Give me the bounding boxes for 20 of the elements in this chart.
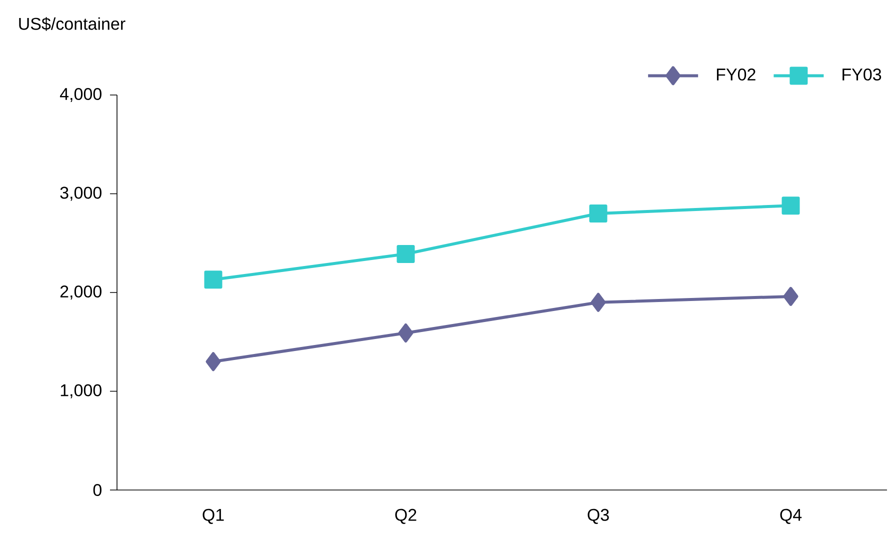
y-tick-label: 1,000: [60, 384, 102, 398]
x-tick-label: Q4: [780, 508, 802, 524]
point: [396, 244, 415, 263]
point: [206, 352, 221, 372]
point: [782, 196, 800, 215]
point: [590, 292, 606, 312]
point: [589, 204, 608, 222]
point: [398, 323, 414, 342]
x-tick-label: Q1: [202, 508, 224, 524]
legend-label: FY03: [842, 68, 882, 81]
y-tick-label: 3,000: [60, 186, 102, 201]
x-tick-label: Q3: [588, 508, 609, 524]
point: [783, 286, 798, 306]
legend-label: FY02: [716, 68, 756, 81]
y-axis-title: US$/container: [19, 17, 126, 31]
y-tick-label: 0: [93, 484, 102, 496]
x-tick-label: Q2: [395, 508, 416, 524]
y-tick-label: 4,000: [60, 88, 102, 102]
point: [204, 270, 222, 289]
y-tick-label: 2,000: [60, 285, 102, 300]
